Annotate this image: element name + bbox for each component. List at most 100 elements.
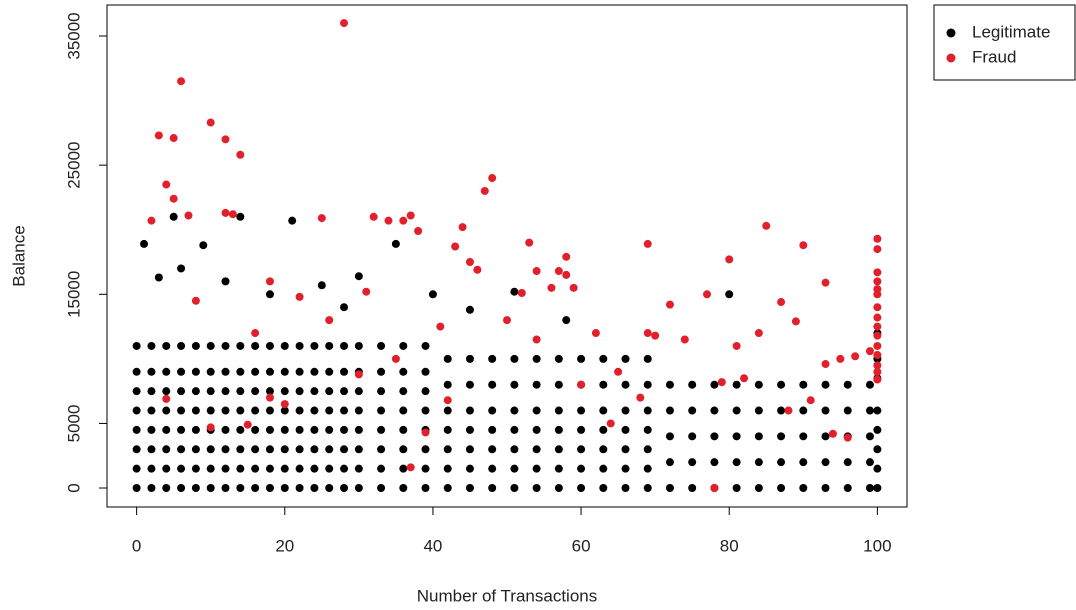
point (465, 354, 474, 363)
point (510, 464, 519, 473)
point (340, 464, 349, 473)
point (177, 77, 186, 86)
point (147, 425, 156, 434)
point (310, 445, 319, 454)
point (643, 239, 652, 248)
point (265, 464, 274, 473)
point (599, 354, 608, 363)
point (206, 341, 215, 350)
point (325, 406, 334, 415)
point (406, 211, 415, 220)
point (325, 464, 334, 473)
point (873, 484, 882, 493)
point (265, 341, 274, 350)
point (221, 341, 230, 350)
point (784, 406, 793, 415)
point (710, 432, 719, 441)
point (821, 406, 830, 415)
point (325, 387, 334, 396)
point (147, 484, 156, 493)
point (147, 216, 156, 225)
x-tick-label: 20 (275, 536, 294, 555)
point (377, 464, 386, 473)
point (577, 354, 586, 363)
point (643, 406, 652, 415)
point (806, 396, 815, 405)
point (621, 445, 630, 454)
legend-marker (946, 28, 956, 38)
point (725, 255, 734, 264)
point (377, 341, 386, 350)
point (132, 367, 141, 376)
point (510, 406, 519, 415)
point (799, 484, 808, 493)
point (488, 464, 497, 473)
point (621, 354, 630, 363)
point (465, 380, 474, 389)
point (399, 464, 408, 473)
point (399, 445, 408, 454)
point (851, 352, 860, 361)
point (221, 277, 230, 286)
point (354, 387, 363, 396)
point (799, 432, 808, 441)
point (280, 400, 289, 409)
point (532, 445, 541, 454)
point (865, 484, 874, 493)
point (443, 354, 452, 363)
point (177, 445, 186, 454)
point (340, 445, 349, 454)
point (177, 464, 186, 473)
point (421, 484, 430, 493)
point (732, 380, 741, 389)
point (265, 277, 274, 286)
y-axis-label: Balance (9, 225, 28, 286)
point (295, 387, 304, 396)
legend-marker (946, 53, 956, 63)
point (777, 406, 786, 415)
point (606, 419, 615, 428)
point (177, 341, 186, 350)
point (488, 354, 497, 363)
point (599, 445, 608, 454)
point (280, 484, 289, 493)
point (665, 484, 674, 493)
legend-box (933, 4, 1076, 81)
point (191, 341, 200, 350)
point (436, 322, 445, 331)
point (873, 445, 882, 454)
point (443, 406, 452, 415)
point (754, 458, 763, 467)
point (873, 361, 882, 370)
point (206, 118, 215, 127)
point (221, 464, 230, 473)
point (562, 270, 571, 279)
point (665, 458, 674, 467)
point (554, 380, 563, 389)
point (206, 367, 215, 376)
point (191, 464, 200, 473)
point (443, 380, 452, 389)
point (147, 445, 156, 454)
point (251, 341, 260, 350)
point (688, 380, 697, 389)
point (532, 380, 541, 389)
point (873, 331, 882, 340)
point (280, 406, 289, 415)
point (221, 445, 230, 454)
point (280, 464, 289, 473)
point (754, 432, 763, 441)
point (265, 484, 274, 493)
point (406, 463, 415, 472)
point (191, 296, 200, 305)
point (465, 484, 474, 493)
point (777, 458, 786, 467)
point (873, 350, 882, 359)
point (340, 367, 349, 376)
point (821, 432, 830, 441)
point (310, 484, 319, 493)
point (295, 425, 304, 434)
point (577, 484, 586, 493)
point (325, 445, 334, 454)
point (532, 425, 541, 434)
